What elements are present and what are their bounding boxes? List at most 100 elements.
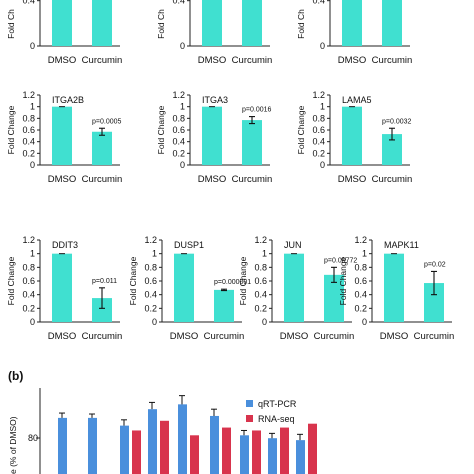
y-tick-label: 0.8 — [22, 113, 35, 123]
chart-panel-top-2: 0.4 0 Fold Ch DMSO Curcumin — [156, 0, 272, 66]
bar-dmso — [174, 253, 194, 322]
panel-b-bars — [58, 395, 317, 474]
p-value-label: p=0.02 — [424, 261, 446, 268]
category-label-dmso: DMSO — [48, 174, 77, 185]
y-tick-label: 0.2 — [312, 148, 325, 158]
category-label-curcumin: Curcumin — [82, 55, 123, 66]
y-tick-label: 0.4 — [312, 0, 325, 6]
legend-swatch-rna-seq — [246, 415, 253, 422]
p-value-label: p=0.0016 — [242, 107, 271, 114]
chart-panel-lama5: 1.2 10.8 0.6 0.40.2 0 Fold Change LAMA5 DMSO Cur… — [296, 90, 412, 185]
panel-b-bar-rna-seq — [308, 423, 317, 474]
y-axis-label: Fold Change — [238, 256, 248, 305]
y-tick-label: 0 — [362, 317, 367, 327]
panel-b-bar-rna-seq — [160, 420, 169, 474]
y-tick-label: 0.6 — [312, 125, 325, 135]
y-tick-label: 0 — [30, 317, 35, 327]
y-tick-label: 0.4 — [22, 290, 35, 300]
panel-b-bar-qrt-pcr — [210, 415, 219, 474]
y-tick-label: 1.2 — [144, 235, 157, 245]
y-tick-label: 1.2 — [254, 235, 267, 245]
panel-b-bar-qrt-pcr — [88, 417, 97, 474]
y-tick-label: 0.4 — [354, 290, 367, 300]
chart-panel-ddit3: 1.2 1 0.8 0.6 0.4 0.2 0 Fold Change DDIT3 DMSO Cur… — [6, 235, 122, 342]
category-label-curcumin: Curcumin — [232, 55, 273, 66]
bar-dmso — [384, 253, 404, 322]
y-tick-label: 0.8 — [254, 262, 267, 272]
panel-b-tick-80: 80 — [28, 433, 38, 443]
y-tick-label: 0 — [30, 41, 35, 51]
y-tick-label: 0.4 — [312, 137, 325, 147]
category-label-curcumin: Curcumin — [232, 174, 273, 185]
y-tick-label: 1 — [262, 249, 267, 259]
y-tick-label: 0.4 — [172, 0, 185, 6]
y-axis-label: Fold Ch — [6, 9, 16, 39]
chart-panel-mapk11: 1.2 1 0.8 0.6 0.4 0.2 0 Fold Change MAPK11 DMSO Cu… — [338, 235, 454, 342]
y-axis-label: Fold Change — [6, 256, 16, 305]
category-label-curcumin: Curcumin — [372, 174, 413, 185]
y-tick-label: 1.2 — [172, 90, 185, 100]
category-label-dmso: DMSO — [338, 174, 367, 185]
legend-swatch-qrt-pcr — [246, 400, 253, 407]
p-value-label: p=0.0005 — [92, 118, 121, 125]
panel-b-bar-qrt-pcr — [268, 438, 277, 474]
y-axis-label: Fold Change — [156, 105, 166, 154]
y-tick-label: 0.2 — [354, 303, 367, 313]
bar-curcumin — [92, 298, 112, 322]
bar-dmso — [202, 106, 222, 165]
y-tick-label: 1.2 — [22, 235, 35, 245]
panel-b-letter: (b) — [8, 369, 23, 383]
chart-title: DDIT3 — [52, 240, 78, 250]
chart-panel-top-1: 0.4 0 Fold Ch DMSO Curcumin — [6, 0, 122, 66]
category-label-dmso: DMSO — [48, 331, 77, 342]
y-tick-label: 0.8 — [312, 113, 325, 123]
y-tick-label: 0.4 — [172, 137, 185, 147]
y-tick-label: 1 — [180, 102, 185, 112]
y-tick-label: 0 — [180, 160, 185, 170]
y-tick-label: 0 — [152, 317, 157, 327]
panel-b-bar-qrt-pcr — [240, 435, 249, 474]
bar-curcumin — [242, 120, 262, 165]
y-tick-label: 1 — [30, 249, 35, 259]
chart-title: DUSP1 — [174, 240, 204, 250]
y-tick-label: 1 — [362, 249, 367, 259]
category-label-curcumin: Curcumin — [414, 331, 455, 342]
y-tick-label: 0.4 — [22, 137, 35, 147]
y-tick-label: 0.8 — [22, 262, 35, 272]
y-tick-label: 0.2 — [172, 148, 185, 158]
category-label-dmso: DMSO — [338, 55, 367, 66]
y-tick-label: 0.4 — [22, 0, 35, 6]
y-tick-label: 0.8 — [172, 113, 185, 123]
bar-curcumin — [324, 274, 344, 322]
category-label-dmso: DMSO — [198, 174, 227, 185]
panel-b-bar-qrt-pcr — [148, 409, 157, 474]
bar-dmso — [342, 106, 362, 165]
bar-curcumin — [382, 0, 402, 46]
y-tick-label: 0.2 — [254, 303, 267, 313]
y-tick-label: 0.6 — [22, 276, 35, 286]
bar-dmso — [202, 0, 222, 46]
p-value-label: p=0.0032 — [382, 118, 411, 125]
category-label-dmso: DMSO — [280, 331, 309, 342]
y-tick-label: 0 — [30, 160, 35, 170]
chart-title: ITGA3 — [202, 95, 228, 105]
chart-panel-jun: 1.2 1 0.8 0.6 0.4 0.2 0 Fold Change JUN DMSO Curcu… — [238, 235, 357, 342]
y-tick-label: 0 — [180, 41, 185, 51]
y-tick-label: 1.2 — [22, 90, 35, 100]
legend-label-rna-seq: RNA-seq — [258, 414, 295, 424]
category-label-curcumin: Curcumin — [82, 174, 123, 185]
category-label-dmso: DMSO — [170, 331, 199, 342]
p-value-label: p=0.000001 — [214, 279, 251, 286]
chart-panel-dusp1: 1.2 1 0.8 0.6 0.4 0.2 0 Fold Change DUSP1 DMSO Cur… — [128, 235, 251, 342]
y-tick-label: 0.4 — [144, 290, 157, 300]
category-label-curcumin: Curcumin — [204, 331, 245, 342]
y-tick-label: 1 — [152, 249, 157, 259]
y-axis-label: Fold Change — [128, 256, 138, 305]
bar-curcumin — [92, 0, 112, 46]
y-axis-label: Fold Change — [296, 105, 306, 154]
chart-panel-itga2b: 1.2 10.8 0.6 0.40.2 0 Fold Change ITGA2B DMSO Cu… — [6, 90, 122, 185]
y-tick-label: 1.2 — [312, 90, 325, 100]
chart-title: LAMA5 — [342, 95, 372, 105]
y-tick-label: 0.8 — [354, 262, 367, 272]
category-label-dmso: DMSO — [380, 331, 409, 342]
